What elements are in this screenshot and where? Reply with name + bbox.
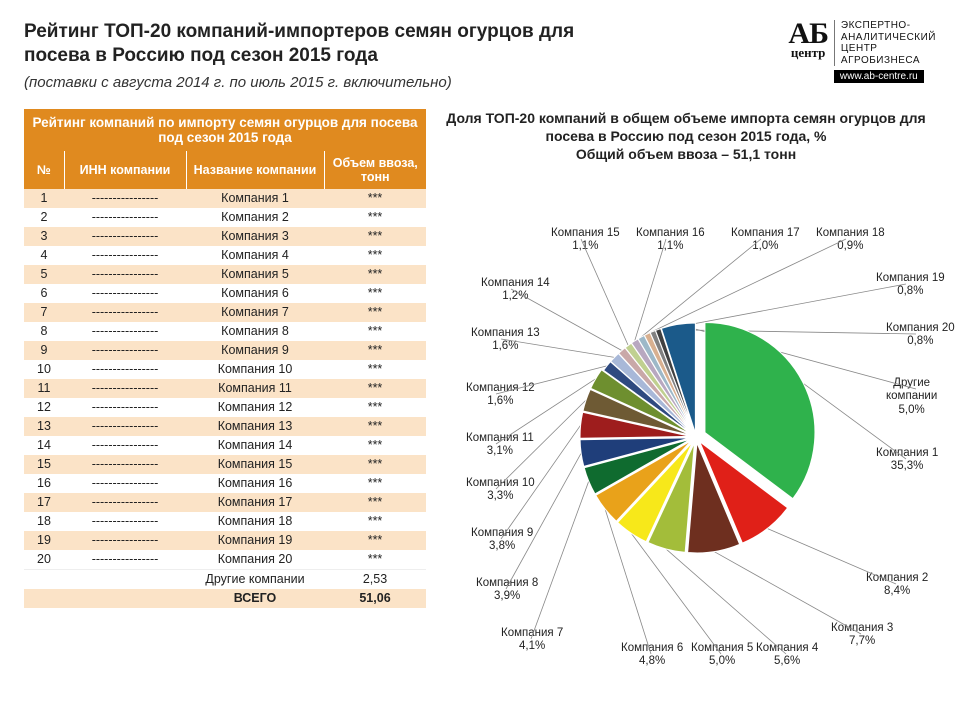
brand-logo: АБ центр ЭКСПЕРТНО- АНАЛИТИЧЕСКИЙ ЦЕНТР … [788,20,936,84]
pie-chart: Компания 135,3%Компания 28,4%Компания 37… [436,167,936,687]
table-row: 3----------------Компания 3*** [24,227,426,246]
logo-centre: центр [788,47,828,59]
table-row: 11----------------Компания 11*** [24,379,426,398]
col-inn: ИНН компании [64,151,186,189]
table-row: 4----------------Компания 4*** [24,246,426,265]
table-row: 17----------------Компания 17*** [24,493,426,512]
table-row: 10----------------Компания 10*** [24,360,426,379]
logo-tagline: ЭКСПЕРТНО- АНАЛИТИЧЕСКИЙ ЦЕНТР АГРОБИЗНЕ… [834,20,936,66]
table-row: 9----------------Компания 9*** [24,341,426,360]
table-row: 1----------------Компания 1*** [24,189,426,208]
page-title: Рейтинг ТОП-20 компаний-импортеров семян… [24,20,584,68]
ranking-table: Рейтинг компаний по импорту семян огурцо… [24,109,426,608]
col-name: Название компании [186,151,324,189]
table-row: 19----------------Компания 19*** [24,531,426,550]
table-row: 5----------------Компания 5*** [24,265,426,284]
chart-title: Доля ТОП-20 компаний в общем объеме импо… [436,109,936,164]
table-row: 7----------------Компания 7*** [24,303,426,322]
logo-url: www.ab-centre.ru [834,70,924,83]
table-row-other: Другие компании 2,53 [24,569,426,589]
page-subtitle: (поставки с августа 2014 г. по июль 2015… [24,74,584,91]
table-row: 8----------------Компания 8*** [24,322,426,341]
col-vol: Объем ввоза, тонн [324,151,426,189]
table-row: 14----------------Компания 14*** [24,436,426,455]
table-caption: Рейтинг компаний по импорту семян огурцо… [24,109,426,151]
table-row: 12----------------Компания 12*** [24,398,426,417]
table-row: 15----------------Компания 15*** [24,455,426,474]
table-row: 2----------------Компания 2*** [24,208,426,227]
col-num: № [24,151,64,189]
table-row: 18----------------Компания 18*** [24,512,426,531]
table-row: 16----------------Компания 16*** [24,474,426,493]
table-row: 20----------------Компания 20*** [24,550,426,570]
table-row: 13----------------Компания 13*** [24,417,426,436]
table-row-total: ВСЕГО 51,06 [24,589,426,608]
table-row: 6----------------Компания 6*** [24,284,426,303]
